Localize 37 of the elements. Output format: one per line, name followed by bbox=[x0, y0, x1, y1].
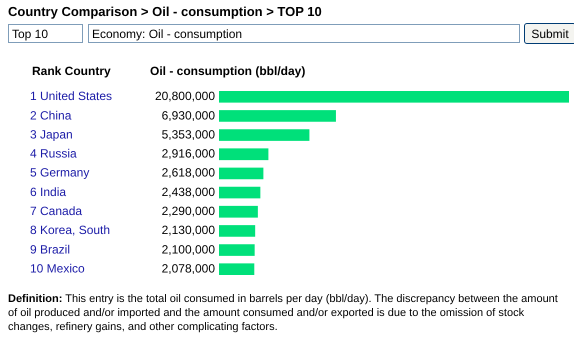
data-label: 2,100,000 bbox=[162, 242, 216, 256]
y-tick-label: 1 United States bbox=[30, 89, 112, 104]
text: Submit bbox=[524, 23, 574, 44]
data-label: 2,130,000 bbox=[162, 223, 216, 238]
bar bbox=[219, 168, 264, 180]
data-label: 2,078,000 bbox=[162, 262, 216, 276]
data-label: 2,618,000 bbox=[162, 166, 216, 180]
text: Top 10 bbox=[8, 24, 83, 43]
y-tick-label: 7 Canada bbox=[30, 204, 82, 218]
bar bbox=[219, 244, 255, 256]
bar bbox=[219, 206, 258, 218]
y-tick-label: 9 Brazil bbox=[30, 242, 70, 256]
bar bbox=[219, 186, 260, 198]
chart-title: Country Comparison > Oil - consumption > TOP 10 bbox=[8, 4, 322, 19]
y-tick-label: 10 Mexico bbox=[30, 262, 86, 276]
bar bbox=[219, 110, 336, 122]
data-label: 2,916,000 bbox=[162, 146, 216, 161]
data-label: 6,930,000 bbox=[162, 108, 216, 122]
y-axis-title: Rank Country bbox=[32, 64, 111, 78]
data-label: 5,353,000 bbox=[162, 127, 216, 142]
bar bbox=[219, 263, 254, 276]
y-tick-label: 6 India bbox=[30, 184, 66, 199]
bar bbox=[219, 129, 310, 141]
y-tick-label: 3 Japan bbox=[30, 127, 73, 142]
text: Economy: Oil - consumption bbox=[88, 24, 520, 43]
y-tick-label: 5 Germany bbox=[30, 166, 90, 180]
y-tick-label: 4 Russia bbox=[30, 146, 78, 161]
bar bbox=[219, 90, 569, 103]
y-tick-label: 2 China bbox=[30, 108, 72, 122]
bar bbox=[219, 148, 268, 160]
text: Definition: This entry is the total oil consumed in barrels per day (bbl/day). The discrepancy between the amount of oil produced and/or imported and the amount consumed and/or exported is due to the omission of stock changes, refinery gains, and other complicating factors. bbox=[8, 292, 559, 334]
data-label: 2,290,000 bbox=[162, 204, 216, 218]
data-label: 20,800,000 bbox=[154, 89, 216, 104]
x-axis-title: Oil - consumption (bbl/day) bbox=[150, 64, 306, 78]
data-label: 2,438,000 bbox=[162, 184, 216, 199]
bar bbox=[219, 225, 256, 237]
y-tick-label: 8 Korea, South bbox=[30, 223, 110, 238]
